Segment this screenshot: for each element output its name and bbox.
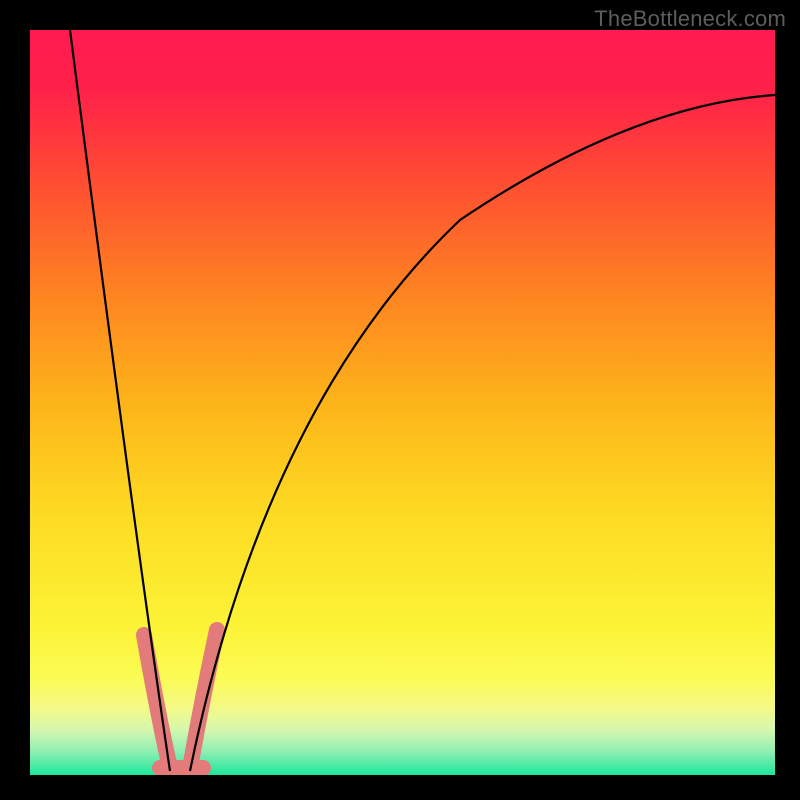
watermark-text: TheBottleneck.com	[594, 6, 786, 32]
plot-svg	[30, 30, 775, 775]
plot-area	[30, 30, 775, 775]
chart-frame: TheBottleneck.com	[0, 0, 800, 800]
